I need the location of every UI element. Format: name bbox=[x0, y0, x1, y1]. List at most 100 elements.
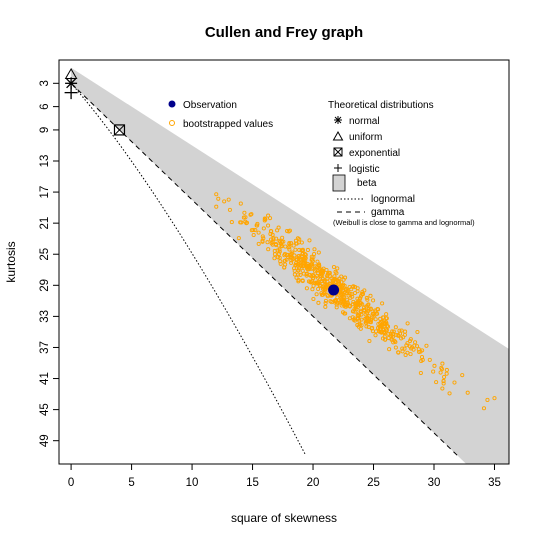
bootstrap-point bbox=[447, 391, 452, 396]
bootstrap-point bbox=[325, 273, 330, 278]
logistic-marker bbox=[64, 86, 78, 100]
bootstrap-point bbox=[367, 338, 372, 344]
bootstrap-point bbox=[297, 237, 302, 242]
legend-exponential-label: exponential bbox=[349, 148, 400, 159]
bootstrap-point bbox=[347, 316, 352, 321]
bootstrap-point bbox=[402, 346, 407, 351]
bootstrap-point bbox=[276, 251, 282, 256]
bootstrap-point bbox=[261, 226, 266, 231]
bootstrap-point bbox=[296, 266, 302, 271]
bootstrap-point bbox=[289, 260, 294, 265]
bootstrap-point bbox=[293, 247, 298, 252]
bootstrap-point bbox=[334, 302, 339, 307]
bootstrap-point bbox=[268, 216, 273, 221]
legend-normal-label: normal bbox=[349, 116, 380, 127]
bootstrap-point bbox=[420, 357, 425, 363]
bootstrap-points bbox=[214, 192, 497, 411]
bootstrap-point bbox=[444, 371, 449, 376]
bootstrap-point bbox=[375, 311, 380, 316]
legend-logistic-symbol bbox=[334, 164, 342, 172]
bootstrap-point bbox=[255, 223, 260, 228]
bootstrap-point bbox=[318, 273, 323, 279]
x-tick-label: 25 bbox=[367, 477, 380, 489]
bootstrap-point bbox=[323, 300, 328, 306]
legend-observation-label: Observation bbox=[183, 100, 237, 111]
legend-logistic-label: logistic bbox=[349, 164, 380, 175]
bootstrap-point bbox=[298, 272, 303, 277]
legend-normal-symbol bbox=[334, 116, 342, 124]
bootstrap-point bbox=[439, 365, 444, 370]
bootstrap-point bbox=[452, 380, 457, 385]
bootstrap-point bbox=[272, 256, 277, 261]
bootstrap-point bbox=[336, 280, 342, 285]
bootstrap-point bbox=[302, 251, 307, 256]
bootstrap-point bbox=[357, 301, 363, 306]
bootstrap-point bbox=[414, 344, 420, 349]
chart-title: Cullen and Frey graph bbox=[205, 24, 363, 41]
bootstrap-point bbox=[369, 326, 374, 331]
bootstrap-point bbox=[316, 250, 321, 255]
bootstrap-point bbox=[396, 350, 401, 355]
bootstrap-point bbox=[294, 275, 299, 280]
y-tick-label: 33 bbox=[39, 310, 51, 323]
bootstrap-point bbox=[408, 352, 413, 357]
bootstrap-point bbox=[384, 312, 389, 317]
bootstrap-point bbox=[292, 268, 297, 273]
bootstrap-point bbox=[397, 328, 402, 333]
bootstrap-point bbox=[256, 230, 261, 235]
bootstrap-point bbox=[368, 320, 373, 325]
y-axis: 3 6 9 13 17 21 25 29 33 37 41 45 49 bbox=[39, 80, 59, 447]
bootstrap-point bbox=[492, 396, 497, 401]
bootstrap-point bbox=[277, 247, 282, 252]
y-tick-label: 37 bbox=[39, 341, 51, 354]
bootstrap-point bbox=[343, 304, 349, 309]
bootstrap-point bbox=[329, 276, 334, 281]
legend-observation-symbol bbox=[168, 100, 176, 108]
bootstrap-point bbox=[434, 380, 439, 385]
y-tick-label: 29 bbox=[39, 279, 51, 292]
bootstrap-point bbox=[358, 294, 364, 299]
bootstrap-point bbox=[369, 317, 374, 323]
bootstrap-point bbox=[358, 326, 363, 331]
bootstrap-point bbox=[391, 329, 396, 334]
bootstrap-point bbox=[379, 320, 384, 325]
bootstrap-point bbox=[465, 390, 470, 395]
bootstrap-point bbox=[296, 268, 301, 273]
bootstrap-point bbox=[278, 261, 283, 266]
bootstrap-point bbox=[296, 279, 301, 284]
bootstrap-point bbox=[431, 369, 436, 374]
bootstrap-point bbox=[265, 240, 270, 245]
bootstrap-point bbox=[314, 273, 320, 279]
exponential-marker bbox=[113, 124, 126, 136]
bootstrap-point bbox=[287, 244, 292, 249]
bootstrap-point bbox=[485, 397, 490, 402]
bootstrap-point bbox=[287, 240, 292, 246]
bootstrap-point bbox=[339, 292, 344, 297]
bootstrap-point bbox=[323, 304, 328, 309]
bootstrap-point bbox=[380, 301, 385, 306]
bootstrap-point bbox=[424, 343, 429, 348]
bootstrap-point bbox=[405, 341, 410, 346]
bootstrap-point bbox=[405, 321, 410, 326]
observation-point bbox=[328, 284, 340, 296]
bootstrap-point bbox=[440, 361, 445, 366]
bootstrap-point bbox=[269, 229, 274, 234]
y-tick-label: 17 bbox=[39, 186, 51, 199]
bootstrap-point bbox=[409, 345, 415, 350]
plot-frame bbox=[58, 59, 510, 465]
legend-bootstrap-label: bootstrapped values bbox=[183, 119, 273, 130]
bootstrap-point bbox=[335, 295, 340, 300]
bootstrap-point bbox=[382, 321, 387, 326]
bootstrap-point bbox=[364, 295, 369, 301]
bootstrap-point bbox=[304, 273, 309, 278]
bootstrap-point bbox=[309, 279, 315, 284]
bootstrap-point bbox=[365, 297, 370, 302]
bootstrap-point bbox=[352, 309, 357, 314]
bootstrap-point bbox=[266, 213, 271, 218]
bootstrap-point bbox=[341, 277, 346, 282]
bootstrap-point bbox=[243, 215, 248, 220]
bootstrap-point bbox=[331, 265, 337, 270]
bootstrap-point bbox=[413, 340, 418, 345]
bootstrap-point bbox=[358, 309, 364, 314]
